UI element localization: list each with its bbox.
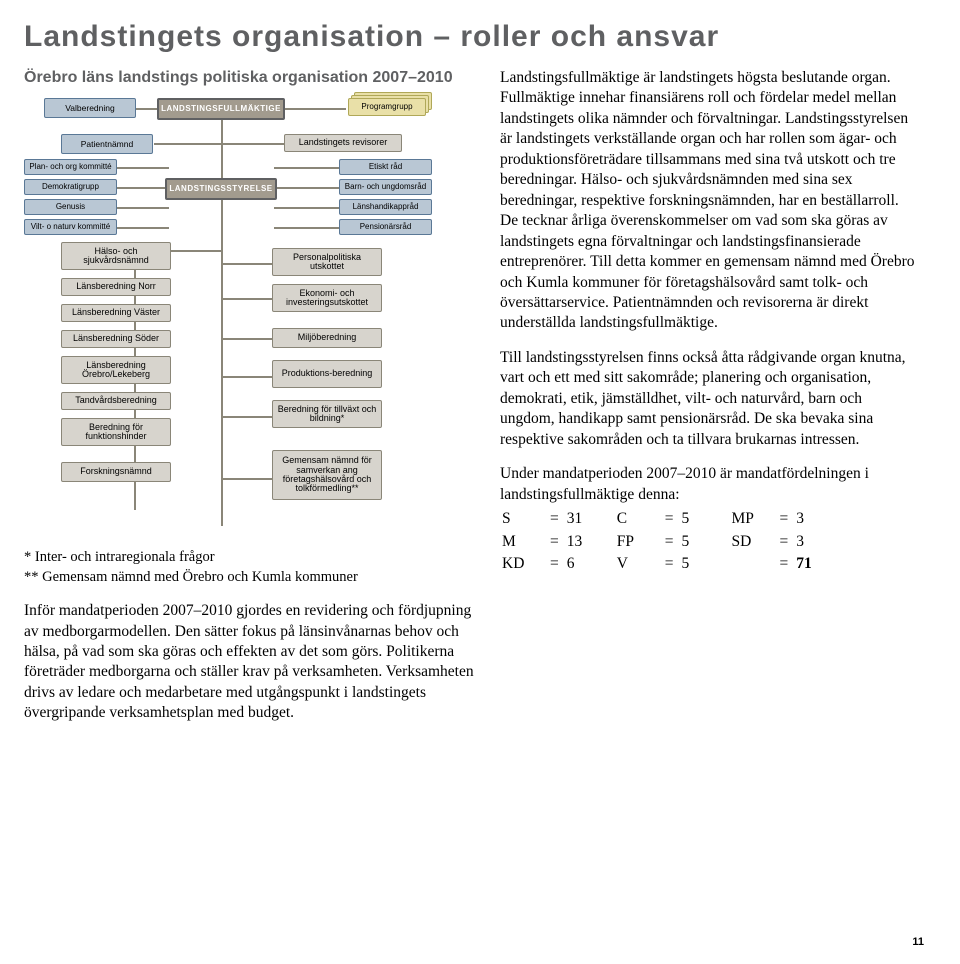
seat-fp-val: 5: [682, 532, 730, 552]
node-revisorer: Landstingets revisorer: [284, 134, 402, 152]
node-pension: Pensionärsråd: [339, 219, 432, 235]
seat-v-label: V: [617, 554, 647, 574]
node-personal: Personalpolitiska utskottet: [272, 248, 382, 276]
node-lansnorr: Länsberedning Norr: [61, 278, 171, 296]
seat-s-val: 31: [567, 509, 615, 529]
seat-table: S=31 C=5 MP=3 M=13 FP=5 SD=3 KD=6 V=5 =7…: [500, 507, 824, 576]
conn: [114, 227, 169, 229]
seat-m-val: 13: [567, 532, 615, 552]
conn: [221, 338, 274, 340]
node-valberedning: Valberedning: [44, 98, 136, 118]
page-number: 11: [912, 936, 924, 948]
seat-total: 71: [796, 554, 822, 574]
conn: [274, 187, 339, 189]
right-para-3-intro: Under mandatperioden 2007–2010 är mandat…: [500, 464, 920, 505]
node-lansorebro: Länsberedning Örebro/Lekeberg: [61, 356, 171, 384]
subtitle: Örebro läns landstings politiska organis…: [24, 68, 474, 88]
node-funktion: Beredning för funktionshinder: [61, 418, 171, 446]
left-paragraph: Inför mandatperioden 2007–2010 gjordes e…: [24, 601, 474, 724]
node-tandvard: Tandvårdsberedning: [61, 392, 171, 410]
right-para-1: Landstingsfullmäktige är landstingets hö…: [500, 68, 920, 334]
org-chart: Valberedning LANDSTINGSFULLMÄKTIGE Progr…: [24, 98, 474, 546]
left-column: Örebro läns landstings politiska organis…: [24, 68, 474, 738]
seat-c-val: 5: [682, 509, 730, 529]
node-halso: Hälso- och sjukvårdsnämnd: [61, 242, 171, 270]
node-miljo: Miljöberedning: [272, 328, 382, 348]
node-gemensam: Gemensam nämnd för samverkan ang företag…: [272, 450, 382, 500]
seat-m-label: M: [502, 532, 532, 552]
node-demokrati: Demokratigrupp: [24, 179, 117, 195]
seat-s-label: S: [502, 509, 532, 529]
conn: [154, 143, 221, 145]
conn: [114, 207, 169, 209]
node-planorg: Plan- och org kommitté: [24, 159, 117, 175]
node-lanssoder: Länsberedning Söder: [61, 330, 171, 348]
seat-v-val: 5: [682, 554, 730, 574]
seat-mp-val: 3: [796, 509, 822, 529]
seat-fp-label: FP: [617, 532, 647, 552]
conn: [114, 167, 169, 169]
node-forskning: Forskningsnämnd: [61, 462, 171, 482]
page-title: Landstingets organisation – roller och a…: [24, 20, 924, 54]
right-column: Landstingsfullmäktige är landstingets hö…: [500, 68, 920, 738]
node-lanshand: Länshandikappråd: [339, 199, 432, 215]
conn: [221, 416, 274, 418]
conn: [221, 143, 284, 145]
right-para-2: Till landstingsstyrelsen finns också ått…: [500, 348, 920, 450]
node-barn: Barn- och ungdomsråd: [339, 179, 432, 195]
node-produktion: Produktions-beredning: [272, 360, 382, 388]
conn: [221, 478, 274, 480]
conn: [274, 227, 339, 229]
seat-sd-val: 3: [796, 532, 822, 552]
footnote-1: * Inter- och intraregionala frågor: [24, 548, 474, 568]
node-fullmaktige: LANDSTINGSFULLMÄKTIGE: [157, 98, 285, 120]
footnote-2: ** Gemensam nämnd med Örebro och Kumla k…: [24, 568, 474, 588]
node-lansvaster: Länsberedning Väster: [61, 304, 171, 322]
conn: [221, 376, 274, 378]
node-etiskt: Etiskt råd: [339, 159, 432, 175]
conn: [221, 263, 274, 265]
node-ekonomi: Ekonomi- och investeringsutskottet: [272, 284, 382, 312]
seat-c-label: C: [617, 509, 647, 529]
node-programgrupp: Programgrupp: [348, 98, 426, 116]
node-styrelse: LANDSTINGSSTYRELSE: [165, 178, 277, 200]
node-genusis: Genusis: [24, 199, 117, 215]
conn: [221, 298, 274, 300]
conn: [284, 108, 346, 110]
seat-mp-label: MP: [732, 509, 762, 529]
footnotes: * Inter- och intraregionala frågor ** Ge…: [24, 548, 474, 587]
node-patientnamnd: Patientnämnd: [61, 134, 153, 154]
node-vilt: Vilt- o naturv kommitté: [24, 219, 117, 235]
seat-kd-label: KD: [502, 554, 532, 574]
conn: [274, 207, 339, 209]
conn: [114, 187, 169, 189]
seat-sd-label: SD: [732, 532, 762, 552]
conn: [274, 167, 339, 169]
node-tillvaxt: Beredning för tillväxt och bildning*: [272, 400, 382, 428]
seat-kd-val: 6: [567, 554, 615, 574]
